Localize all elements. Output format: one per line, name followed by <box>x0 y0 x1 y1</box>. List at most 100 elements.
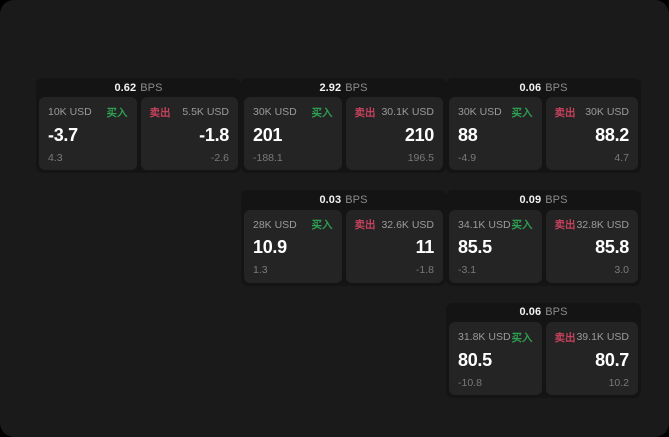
sell-price: 80.7 <box>595 349 629 370</box>
buy-price: 201 <box>253 125 283 146</box>
sell-side-header: 卖出 30K USD <box>555 105 630 119</box>
spread-bps-unit: BPS <box>545 193 568 206</box>
spread-bps-value: 0.03 <box>319 193 342 206</box>
sell-side-panel[interactable]: 卖出 32.6K USD 11 -1.8 <box>345 209 443 283</box>
buy-size-label: 30K USD <box>458 106 502 119</box>
spread-bps-unit: BPS <box>140 81 163 94</box>
card-sides: 34.1K USD 买入 85.5 -3.1 卖出 32.8K USD 85.8… <box>446 209 641 286</box>
buy-side-header: 28K USD 买入 <box>253 218 333 232</box>
sell-side-header: 卖出 39.1K USD <box>555 330 630 344</box>
buy-side-panel[interactable]: 34.1K USD 买入 85.5 -3.1 <box>449 209 542 283</box>
buy-delta: 4.3 <box>48 151 63 164</box>
buy-side-panel[interactable]: 10K USD 买入 -3.7 4.3 <box>39 97 137 171</box>
quote-card[interactable]: 0.06 BPS 31.8K USD 买入 80.5 -10.8 卖出 39.1… <box>446 302 641 398</box>
buy-delta: -4.9 <box>458 151 477 164</box>
sell-side-header: 卖出 5.5K USD <box>150 105 230 119</box>
buy-side-header: 34.1K USD 买入 <box>458 218 533 232</box>
sell-delta: -1.8 <box>415 264 434 277</box>
quote-card[interactable]: 0.09 BPS 34.1K USD 买入 85.5 -3.1 卖出 32.8K… <box>446 190 641 286</box>
spread-bps-unit: BPS <box>345 193 368 206</box>
spread-bps-unit: BPS <box>545 81 568 94</box>
sell-tag: 卖出 <box>354 106 376 119</box>
buy-side-panel[interactable]: 30K USD 买入 201 -188.1 <box>244 97 342 171</box>
sell-side-panel[interactable]: 卖出 30K USD 88.2 4.7 <box>545 97 638 171</box>
buy-tag: 买入 <box>106 106 128 119</box>
card-header: 0.06 BPS <box>446 78 641 98</box>
spread-bps-value: 0.09 <box>519 193 542 206</box>
sell-side-panel[interactable]: 卖出 30.1K USD 210 196.5 <box>345 97 443 171</box>
buy-side-panel[interactable]: 31.8K USD 买入 80.5 -10.8 <box>449 322 542 395</box>
spread-bps-unit: BPS <box>345 81 368 94</box>
sell-side-panel[interactable]: 卖出 5.5K USD -1.8 -2.6 <box>140 97 238 171</box>
sell-side-panel[interactable]: 卖出 32.8K USD 85.8 3.0 <box>545 209 638 283</box>
buy-tag: 买入 <box>311 219 333 232</box>
sell-tag: 卖出 <box>554 106 576 119</box>
sell-price: 85.8 <box>595 237 629 258</box>
spread-bps-unit: BPS <box>545 306 568 319</box>
sell-price: 210 <box>404 125 434 146</box>
buy-delta: -188.1 <box>253 151 283 164</box>
buy-size-label: 34.1K USD <box>458 218 511 231</box>
buy-price: 85.5 <box>458 237 492 258</box>
spread-bps-value: 0.06 <box>519 306 542 319</box>
sell-delta: 196.5 <box>407 151 434 164</box>
quote-card[interactable]: 2.92 BPS 30K USD 买入 201 -188.1 卖出 30.1K … <box>241 78 446 174</box>
buy-price: 88 <box>458 125 478 146</box>
quote-card[interactable]: 0.03 BPS 28K USD 买入 10.9 1.3 卖出 32.6K US… <box>241 190 446 286</box>
sell-price: 11 <box>415 237 435 258</box>
quote-card[interactable]: 0.06 BPS 30K USD 买入 88 -4.9 卖出 30K USD <box>446 78 641 174</box>
buy-tag: 买入 <box>511 106 533 119</box>
card-sides: 31.8K USD 买入 80.5 -10.8 卖出 39.1K USD 80.… <box>446 322 641 398</box>
buy-size-label: 31.8K USD <box>458 331 511 343</box>
card-sides: 28K USD 买入 10.9 1.3 卖出 32.6K USD 11 -1.8 <box>241 209 446 286</box>
buy-side-header: 30K USD 买入 <box>458 105 533 119</box>
sell-size-label: 32.8K USD <box>576 218 629 231</box>
buy-tag: 买入 <box>511 219 533 232</box>
sell-delta: 4.7 <box>614 151 629 164</box>
buy-size-label: 10K USD <box>48 106 92 119</box>
buy-price: 10.9 <box>253 237 287 258</box>
buy-tag: 买入 <box>511 331 533 344</box>
sell-tag: 卖出 <box>149 106 171 119</box>
spread-bps-value: 2.92 <box>319 81 342 94</box>
card-sides: 30K USD 买入 88 -4.9 卖出 30K USD 88.2 4.7 <box>446 97 641 173</box>
buy-tag: 买入 <box>311 106 333 119</box>
buy-side-header: 10K USD 买入 <box>48 105 128 119</box>
sell-size-label: 5.5K USD <box>182 106 229 119</box>
card-header: 0.06 BPS <box>446 302 641 322</box>
card-header: 0.62 BPS <box>36 78 241 98</box>
card-header: 2.92 BPS <box>241 78 446 98</box>
card-sides: 10K USD 买入 -3.7 4.3 卖出 5.5K USD -1.8 -2.… <box>36 97 241 173</box>
sell-size-label: 39.1K USD <box>576 331 629 343</box>
buy-side-header: 31.8K USD 买入 <box>458 330 533 344</box>
card-header: 0.03 BPS <box>241 190 446 210</box>
sell-tag: 卖出 <box>554 331 576 344</box>
buy-size-label: 30K USD <box>253 106 297 119</box>
sell-tag: 卖出 <box>554 219 576 232</box>
sell-delta: 3.0 <box>614 264 629 277</box>
buy-side-panel[interactable]: 30K USD 买入 88 -4.9 <box>449 97 542 171</box>
sell-size-label: 32.6K USD <box>381 218 434 231</box>
quote-card[interactable]: 0.62 BPS 10K USD 买入 -3.7 4.3 卖出 5.5K USD <box>36 78 241 174</box>
sell-side-header: 卖出 32.6K USD <box>355 218 435 232</box>
sell-side-header: 卖出 32.8K USD <box>555 218 630 232</box>
buy-side-panel[interactable]: 28K USD 买入 10.9 1.3 <box>244 209 342 283</box>
spread-bps-value: 0.62 <box>114 81 137 94</box>
buy-size-label: 28K USD <box>253 218 297 231</box>
card-sides: 30K USD 买入 201 -188.1 卖出 30.1K USD 210 1… <box>241 97 446 173</box>
sell-price: -1.8 <box>199 125 229 146</box>
sell-side-header: 卖出 30.1K USD <box>355 105 435 119</box>
sell-price: 88.2 <box>595 125 629 146</box>
spread-bps-value: 0.06 <box>519 81 542 94</box>
sell-side-panel[interactable]: 卖出 39.1K USD 80.7 10.2 <box>545 322 638 395</box>
sell-tag: 卖出 <box>354 219 376 232</box>
buy-side-header: 30K USD 买入 <box>253 105 333 119</box>
sell-delta: 10.2 <box>608 376 629 389</box>
buy-delta: -3.1 <box>458 264 477 277</box>
sell-size-label: 30K USD <box>585 106 629 119</box>
buy-price: -3.7 <box>48 125 78 146</box>
sell-delta: -2.6 <box>210 151 229 164</box>
sell-size-label: 30.1K USD <box>381 106 434 119</box>
card-header: 0.09 BPS <box>446 190 641 210</box>
